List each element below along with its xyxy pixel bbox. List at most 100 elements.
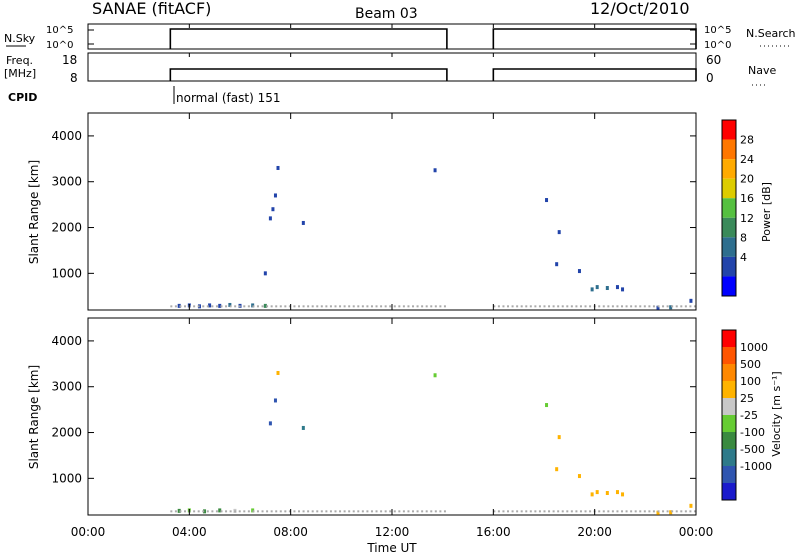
ground-scatter-cell [579,510,582,513]
ground-scatter-cell [215,510,218,513]
scatter-point [669,510,673,515]
ground-scatter-cell [516,305,519,308]
ground-scatter-cell [193,510,196,513]
ground-scatter-cell [197,510,200,513]
ground-scatter-cell [202,510,205,513]
ground-scatter-cell [575,510,578,513]
ground-scatter-cell [348,510,351,513]
ground-scatter-cell [325,305,328,308]
scatter-point [595,490,599,495]
ground-scatter-cell [611,510,614,513]
ground-scatter-cell [361,510,364,513]
ground-scatter-cell [211,305,214,308]
freq-trace [169,68,697,81]
ground-scatter-cell [220,510,223,513]
range-tick-label: 4000 [51,129,82,143]
velocity-y-axis: 1000 2000 3000 4000 [51,334,696,485]
ground-scatter-cell [662,305,665,308]
ground-scatter-cell [270,305,273,308]
date-label: 12/Oct/2010 [590,0,690,18]
colorbar-segment [722,381,736,398]
ground-scatter-cell [497,510,500,513]
time-tick-label: 20:00 [577,525,612,539]
ground-scatter-cell [548,305,551,308]
colorbar-tick-label: 4 [740,251,747,264]
ground-scatter-cell [507,305,510,308]
ground-scatter-cell [425,305,428,308]
scatter-point [621,492,625,497]
ground-scatter-cell [366,510,369,513]
ground-scatter-cell [366,305,369,308]
ground-scatter-cell [334,510,337,513]
ground-scatter-cell [170,510,173,513]
ground-scatter-cell [602,510,605,513]
ground-scatter-cell [179,305,182,308]
ground-scatter-cell [375,305,378,308]
colorbar-segment [722,276,736,296]
time-tick-label: 16:00 [476,525,511,539]
ground-scatter-cell [256,510,259,513]
scatter-point [433,373,437,378]
power-plot-frame [87,112,697,311]
ground-scatter-cell [675,510,678,513]
ground-scatter-cell [357,305,360,308]
ground-scatter-cell [357,510,360,513]
ground-scatter-cell [243,510,246,513]
time-axis: 00:00 04:00 08:00 12:00 16:00 20:00 00:00 [71,24,713,539]
nsearch-tick-low: 10^0 [704,40,731,51]
ground-scatter-cell [229,510,232,513]
ground-scatter-cell [389,510,392,513]
ground-scatter-cell [557,510,560,513]
colorbar-segment [722,398,736,415]
freq-tick-high: 18 [62,53,77,67]
ground-scatter-cell [302,305,305,308]
ground-scatter-cell [680,510,683,513]
ground-scatter-cell [625,510,628,513]
ground-scatter-cell [534,510,537,513]
ground-scatter-cell [243,305,246,308]
freq-unit-label: [MHz] [4,67,36,80]
colorbar-segment [722,330,736,347]
nsky-strip: N.Sky 10^5 10^0 10^5 10^0 N.Search [4,23,796,51]
power-ylabel: Slant Range [km] [27,160,41,264]
ground-scatter-cell [652,510,655,513]
range-tick-label: 2000 [51,426,82,440]
colorbar-tick-label: 500 [740,358,761,371]
range-tick-label: 1000 [51,471,82,485]
ground-scatter-cell [598,305,601,308]
nsky-trace-segment [169,28,448,49]
ground-scatter-cell [511,305,514,308]
ground-scatter-cell [425,510,428,513]
ground-scatter-cell [557,305,560,308]
colorbar-segment [722,449,736,466]
ground-scatter-cell [302,510,305,513]
ground-scatter-cell [430,510,433,513]
scatter-point [595,285,599,290]
ground-scatter-cell [589,510,592,513]
ground-scatter-cell [566,510,569,513]
station-title: SANAE (fitACF) [92,0,211,18]
scatter-point [605,491,609,496]
ground-scatter-cell [493,305,496,308]
power-scatter-data [170,165,696,310]
ground-scatter-cell [270,510,273,513]
colorbar-segment [722,466,736,483]
ground-scatter-cell [643,510,646,513]
colorbar-segment [722,217,736,238]
colorbar-segment [722,178,736,199]
ground-scatter-cell [439,510,442,513]
ground-scatter-cell [625,305,628,308]
scatter-point [177,508,181,513]
scatter-point [555,262,559,267]
range-tick-label: 2000 [51,221,82,235]
scatter-point [590,492,594,497]
power-colorbar: 28 24 20 16 12 8 4 [721,119,754,297]
cpid-label: CPID [8,91,37,104]
ground-scatter-cell [689,305,692,308]
ground-scatter-cell [616,305,619,308]
ground-scatter-cell [393,305,396,308]
ground-scatter-cell [261,305,264,308]
ground-scatter-cell [311,510,314,513]
ground-scatter-cell [416,510,419,513]
colorbar-segment [722,237,736,257]
